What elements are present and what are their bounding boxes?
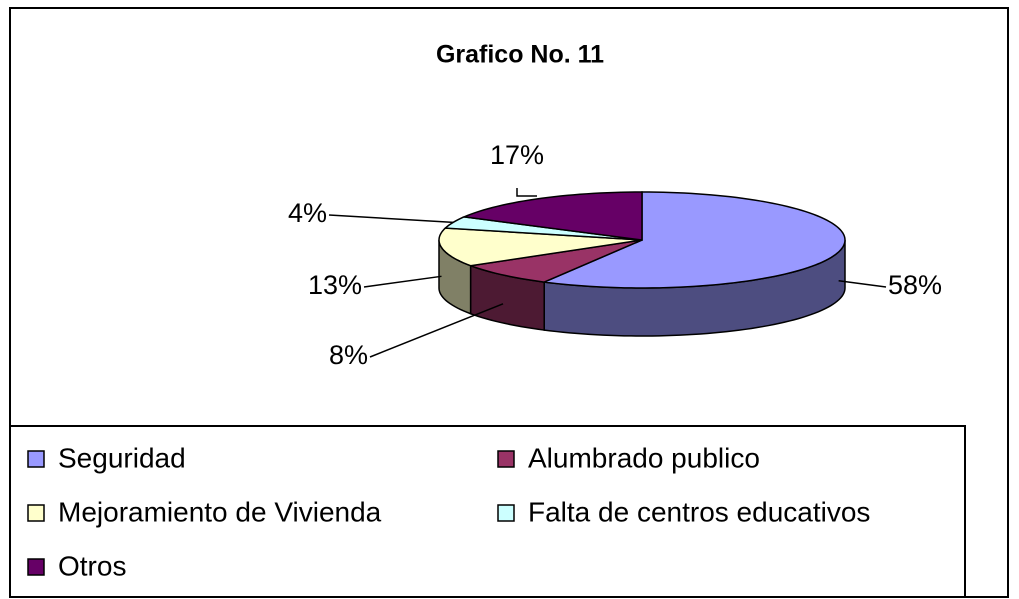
legend-label: Alumbrado publico xyxy=(528,442,760,473)
legend-swatch xyxy=(27,504,45,522)
data-label: 17% xyxy=(490,140,544,170)
legend-swatch xyxy=(27,450,45,468)
data-label: 8% xyxy=(329,340,368,370)
leader-line xyxy=(363,275,442,288)
legend-swatch xyxy=(497,504,515,522)
data-label: 13% xyxy=(308,270,362,300)
legend-label: Otros xyxy=(58,550,126,581)
leader-line xyxy=(328,214,454,224)
leader-line xyxy=(838,279,887,288)
data-label: 58% xyxy=(888,270,942,300)
slice xyxy=(461,191,643,241)
data-label: 4% xyxy=(288,198,327,228)
legend-box xyxy=(9,425,966,598)
legend-label: Mejoramiento de Vivienda xyxy=(58,496,382,527)
legend-swatch xyxy=(497,450,515,468)
chart-title: Grafico No. 11 xyxy=(436,41,604,69)
legend-label: Falta de centros educativos xyxy=(528,496,870,527)
slice xyxy=(541,191,846,289)
leader-line xyxy=(369,303,504,358)
slice xyxy=(470,239,643,283)
leader-line xyxy=(516,188,537,197)
legend-swatch xyxy=(27,558,45,576)
legend-label: Seguridad xyxy=(58,442,186,473)
